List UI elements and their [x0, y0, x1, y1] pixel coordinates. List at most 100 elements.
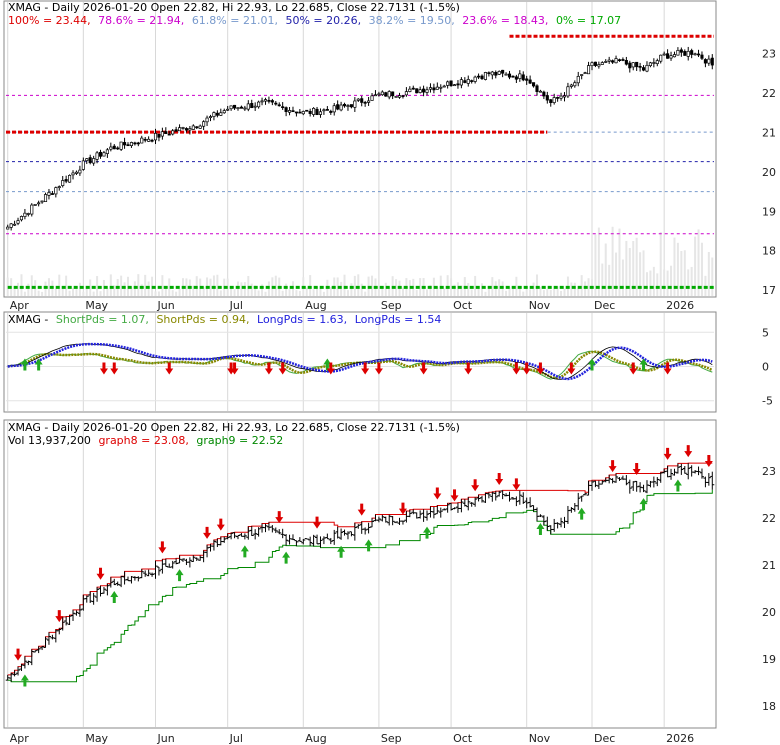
volume-bar — [41, 291, 44, 296]
price-candle-body — [243, 107, 247, 110]
volume-bar — [336, 277, 339, 296]
graph8-label: graph8 = 23.08, — [98, 434, 188, 447]
price-candle-body — [6, 226, 10, 230]
volume-bar — [243, 282, 246, 296]
price-candle-body — [415, 88, 419, 94]
volume-bar — [154, 291, 157, 296]
volume-bar — [663, 269, 666, 296]
price-candle-body — [353, 100, 357, 108]
volume-bar — [99, 291, 102, 296]
indicator-up-arrow — [34, 358, 43, 371]
price-candle-body — [487, 72, 491, 75]
volume-bar — [329, 287, 332, 296]
price-candle-body — [226, 108, 230, 111]
indicator-down-arrow — [629, 362, 638, 375]
price-candle-body — [367, 100, 371, 103]
price-candle-body — [57, 186, 61, 189]
stairs-x-tick: Apr — [10, 732, 30, 745]
price-grid — [7, 2, 665, 296]
price-candle-body — [356, 98, 360, 101]
price-candle-body — [126, 144, 130, 147]
price-candle-body — [298, 111, 302, 114]
volume-bar — [553, 288, 556, 296]
stairs-y-axis: 18 19 20 21 22 23 — [762, 465, 776, 713]
price-x-tick: Apr — [10, 299, 30, 312]
price-candle-body — [662, 53, 666, 56]
price-candle-body — [703, 59, 707, 64]
price-candle-body — [394, 95, 398, 98]
indicator-y-tick: 5 — [762, 326, 769, 339]
volume-bar — [529, 289, 532, 296]
volume-bar — [340, 281, 343, 296]
stairs-x-tick: Nov — [529, 732, 551, 745]
stairs-down-arrow — [608, 460, 617, 473]
volume-bar — [426, 289, 429, 296]
stairs-up-arrow — [639, 498, 648, 511]
price-candle-body — [452, 84, 457, 87]
price-candle-body — [645, 64, 649, 72]
price-candle-body — [95, 152, 99, 160]
volume-bar — [573, 282, 576, 296]
price-candle-body — [408, 88, 412, 92]
volume-bar — [233, 289, 236, 296]
stairs-x-tick: Aug — [305, 732, 326, 745]
stairs-up-arrow — [20, 674, 29, 687]
indicator-down-arrow — [361, 362, 370, 375]
fib-382: 38.2% = 19.50, — [369, 14, 455, 27]
price-x-tick: Jun — [157, 299, 175, 312]
volume-bar — [85, 285, 88, 296]
stairs-down-arrow — [512, 478, 521, 491]
price-candle-body — [559, 95, 563, 99]
price-candle-body — [511, 75, 515, 78]
volume-bar — [164, 287, 167, 296]
price-x-tick: Sep — [381, 299, 402, 312]
volume-bar — [254, 285, 257, 296]
price-candle-body — [604, 61, 608, 63]
volume-bar — [415, 290, 418, 296]
volume-bar — [453, 284, 456, 296]
price-candle-body — [116, 147, 120, 150]
price-candle-body — [435, 86, 439, 90]
price-candle-body — [507, 73, 512, 78]
price-candle-body — [514, 76, 518, 80]
indicator-down-arrow — [374, 362, 383, 375]
volume-bar — [346, 290, 349, 296]
price-candle-body — [202, 121, 206, 127]
stairs-down-arrow — [158, 541, 167, 554]
price-candle-body — [504, 73, 508, 76]
price-y-tick: 17 — [762, 284, 776, 297]
volume-bar — [515, 276, 518, 296]
volume-bar — [666, 270, 669, 296]
price-candle-body — [490, 71, 494, 76]
price-candle-body — [545, 95, 549, 101]
price-candle-body — [349, 104, 353, 108]
price-candle-body — [648, 62, 652, 67]
indicator-up-arrow — [323, 358, 332, 371]
volume-bar — [632, 241, 635, 296]
volume-bar — [316, 286, 319, 296]
volume-bar — [106, 288, 109, 296]
price-candle-body — [68, 175, 72, 183]
price-x-tick: Dec — [594, 299, 615, 312]
stairs-down-arrow — [216, 518, 225, 531]
volume-bar — [439, 275, 442, 296]
price-y-tick: 21 — [762, 126, 776, 139]
price-y-tick: 19 — [762, 205, 776, 218]
price-candle-body — [50, 193, 54, 195]
price-candle-body — [690, 50, 694, 55]
stairs-down-arrow — [55, 610, 64, 623]
price-candle-body — [336, 104, 340, 110]
price-candle-body — [669, 55, 673, 59]
price-candle-body — [439, 86, 443, 89]
price-candle-body — [672, 54, 677, 58]
volume-bar — [123, 282, 126, 296]
price-title: XMAG - Daily 2026-01-20 Open 22.82, Hi 2… — [8, 1, 460, 14]
volume-bar — [144, 274, 147, 296]
stairs-panel-frame — [3, 419, 717, 729]
volume-bar — [23, 291, 26, 296]
volume-bar — [659, 231, 662, 296]
price-candle-body — [133, 142, 137, 145]
volume-bar — [697, 229, 700, 296]
price-candle-body — [105, 149, 109, 154]
